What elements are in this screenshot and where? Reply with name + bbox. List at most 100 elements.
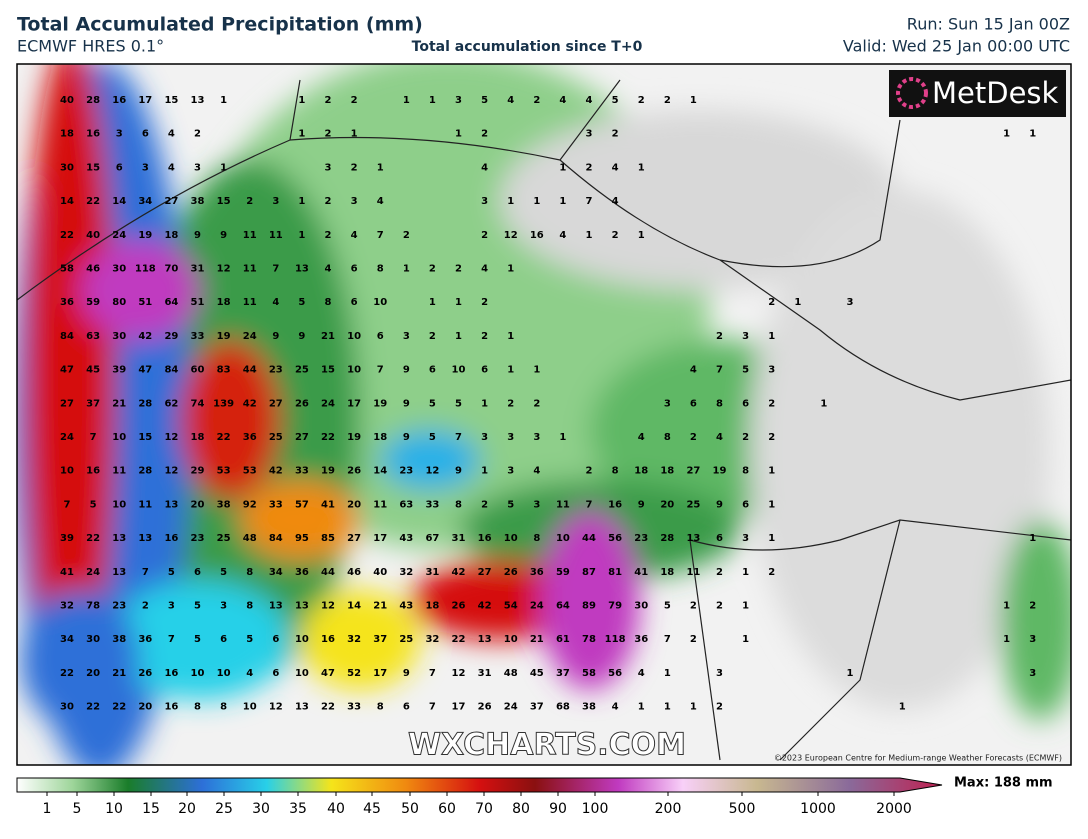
grid-value: 38 — [112, 634, 126, 645]
grid-value: 27 — [295, 432, 309, 443]
grid-value: 24 — [86, 567, 100, 578]
grid-value: 31 — [478, 668, 492, 679]
grid-value: 83 — [217, 365, 231, 376]
grid-value: 33 — [425, 499, 439, 510]
grid-value: 1 — [403, 95, 410, 106]
grid-value: 11 — [243, 230, 257, 241]
grid-value: 11 — [556, 499, 570, 510]
grid-value: 2 — [325, 196, 332, 207]
grid-value: 2 — [690, 601, 697, 612]
title: Total Accumulated Precipitation (mm) — [17, 14, 423, 36]
grid-value: 118 — [135, 264, 156, 275]
grid-value: 6 — [690, 398, 697, 409]
grid-value: 34 — [60, 634, 74, 645]
grid-value: 25 — [269, 432, 283, 443]
grid-value: 27 — [269, 398, 283, 409]
grid-value: 16 — [112, 95, 126, 106]
grid-value: 3 — [481, 432, 488, 443]
grid-value: 25 — [217, 533, 231, 544]
grid-value: 1 — [1003, 129, 1010, 140]
grid-value: 59 — [86, 297, 100, 308]
colorbar-label: 25 — [215, 801, 233, 817]
grid-value: 43 — [399, 601, 413, 612]
grid-value: 5 — [507, 499, 514, 510]
grid-value: 48 — [243, 533, 257, 544]
grid-value: 36 — [634, 634, 648, 645]
grid-value: 27 — [60, 398, 74, 409]
grid-value: 6 — [272, 668, 279, 679]
grid-value: 1 — [220, 95, 227, 106]
grid-value: 31 — [191, 264, 205, 275]
grid-value: 3 — [142, 162, 149, 173]
grid-value: 22 — [60, 230, 74, 241]
grid-value: 12 — [269, 702, 283, 713]
grid-value: 10 — [191, 668, 205, 679]
grid-value: 1 — [1029, 129, 1036, 140]
grid-value: 9 — [403, 398, 410, 409]
grid-value: 3 — [481, 196, 488, 207]
grid-value: 2 — [612, 230, 619, 241]
grid-value: 7 — [586, 499, 593, 510]
grid-value: 7 — [64, 499, 71, 510]
grid-value: 4 — [377, 196, 384, 207]
grid-value: 22 — [86, 196, 100, 207]
grid-value: 2 — [586, 466, 593, 477]
grid-value: 2 — [351, 162, 358, 173]
grid-value: 7 — [90, 432, 97, 443]
grid-value: 59 — [556, 567, 570, 578]
grid-value: 56 — [608, 533, 622, 544]
grid-value: 54 — [504, 601, 518, 612]
grid-value: 36 — [138, 634, 152, 645]
grid-value: 1 — [507, 264, 514, 275]
grid-value: 37 — [86, 398, 100, 409]
grid-value: 2 — [716, 331, 723, 342]
grid-value: 1 — [638, 230, 645, 241]
grid-value: 34 — [269, 567, 283, 578]
grid-value: 24 — [530, 601, 544, 612]
grid-value: 18 — [60, 129, 74, 140]
precip-field — [17, 64, 1071, 765]
grid-value: 15 — [86, 162, 100, 173]
grid-value: 5 — [298, 297, 305, 308]
grid-value: 139 — [213, 398, 234, 409]
grid-value: 81 — [608, 567, 622, 578]
grid-value: 22 — [217, 432, 231, 443]
grid-value: 33 — [269, 499, 283, 510]
grid-value: 4 — [559, 95, 566, 106]
grid-value: 1 — [351, 129, 358, 140]
grid-value: 61 — [556, 634, 570, 645]
grid-value: 7 — [142, 567, 149, 578]
grid-value: 1 — [1029, 533, 1036, 544]
grid-value: 1 — [794, 297, 801, 308]
grid-value: 18 — [373, 432, 387, 443]
grid-value: 31 — [425, 567, 439, 578]
grid-value: 23 — [269, 365, 283, 376]
grid-value: 1 — [481, 466, 488, 477]
grid-value: 16 — [164, 533, 178, 544]
colorbar-label: 1000 — [800, 801, 836, 817]
grid-value: 38 — [582, 702, 596, 713]
grid-value: 2 — [142, 601, 149, 612]
grid-value: 12 — [425, 466, 439, 477]
grid-value: 26 — [347, 466, 361, 477]
grid-value: 3 — [533, 499, 540, 510]
grid-value: 1 — [455, 297, 462, 308]
grid-value: 2 — [612, 129, 619, 140]
grid-value: 9 — [194, 230, 201, 241]
grid-value: 78 — [86, 601, 100, 612]
grid-value: 23 — [191, 533, 205, 544]
grid-value: 4 — [507, 95, 514, 106]
grid-value: 63 — [399, 499, 413, 510]
grid-value: 4 — [690, 365, 697, 376]
grid-value: 1 — [507, 365, 514, 376]
grid-value: 36 — [60, 297, 74, 308]
grid-value: 2 — [429, 331, 436, 342]
grid-value: 2 — [481, 331, 488, 342]
grid-value: 7 — [455, 432, 462, 443]
grid-value: 13 — [295, 601, 309, 612]
grid-value: 3 — [847, 297, 854, 308]
grid-value: 1 — [533, 365, 540, 376]
grid-value: 52 — [347, 668, 361, 679]
grid-value: 16 — [86, 466, 100, 477]
